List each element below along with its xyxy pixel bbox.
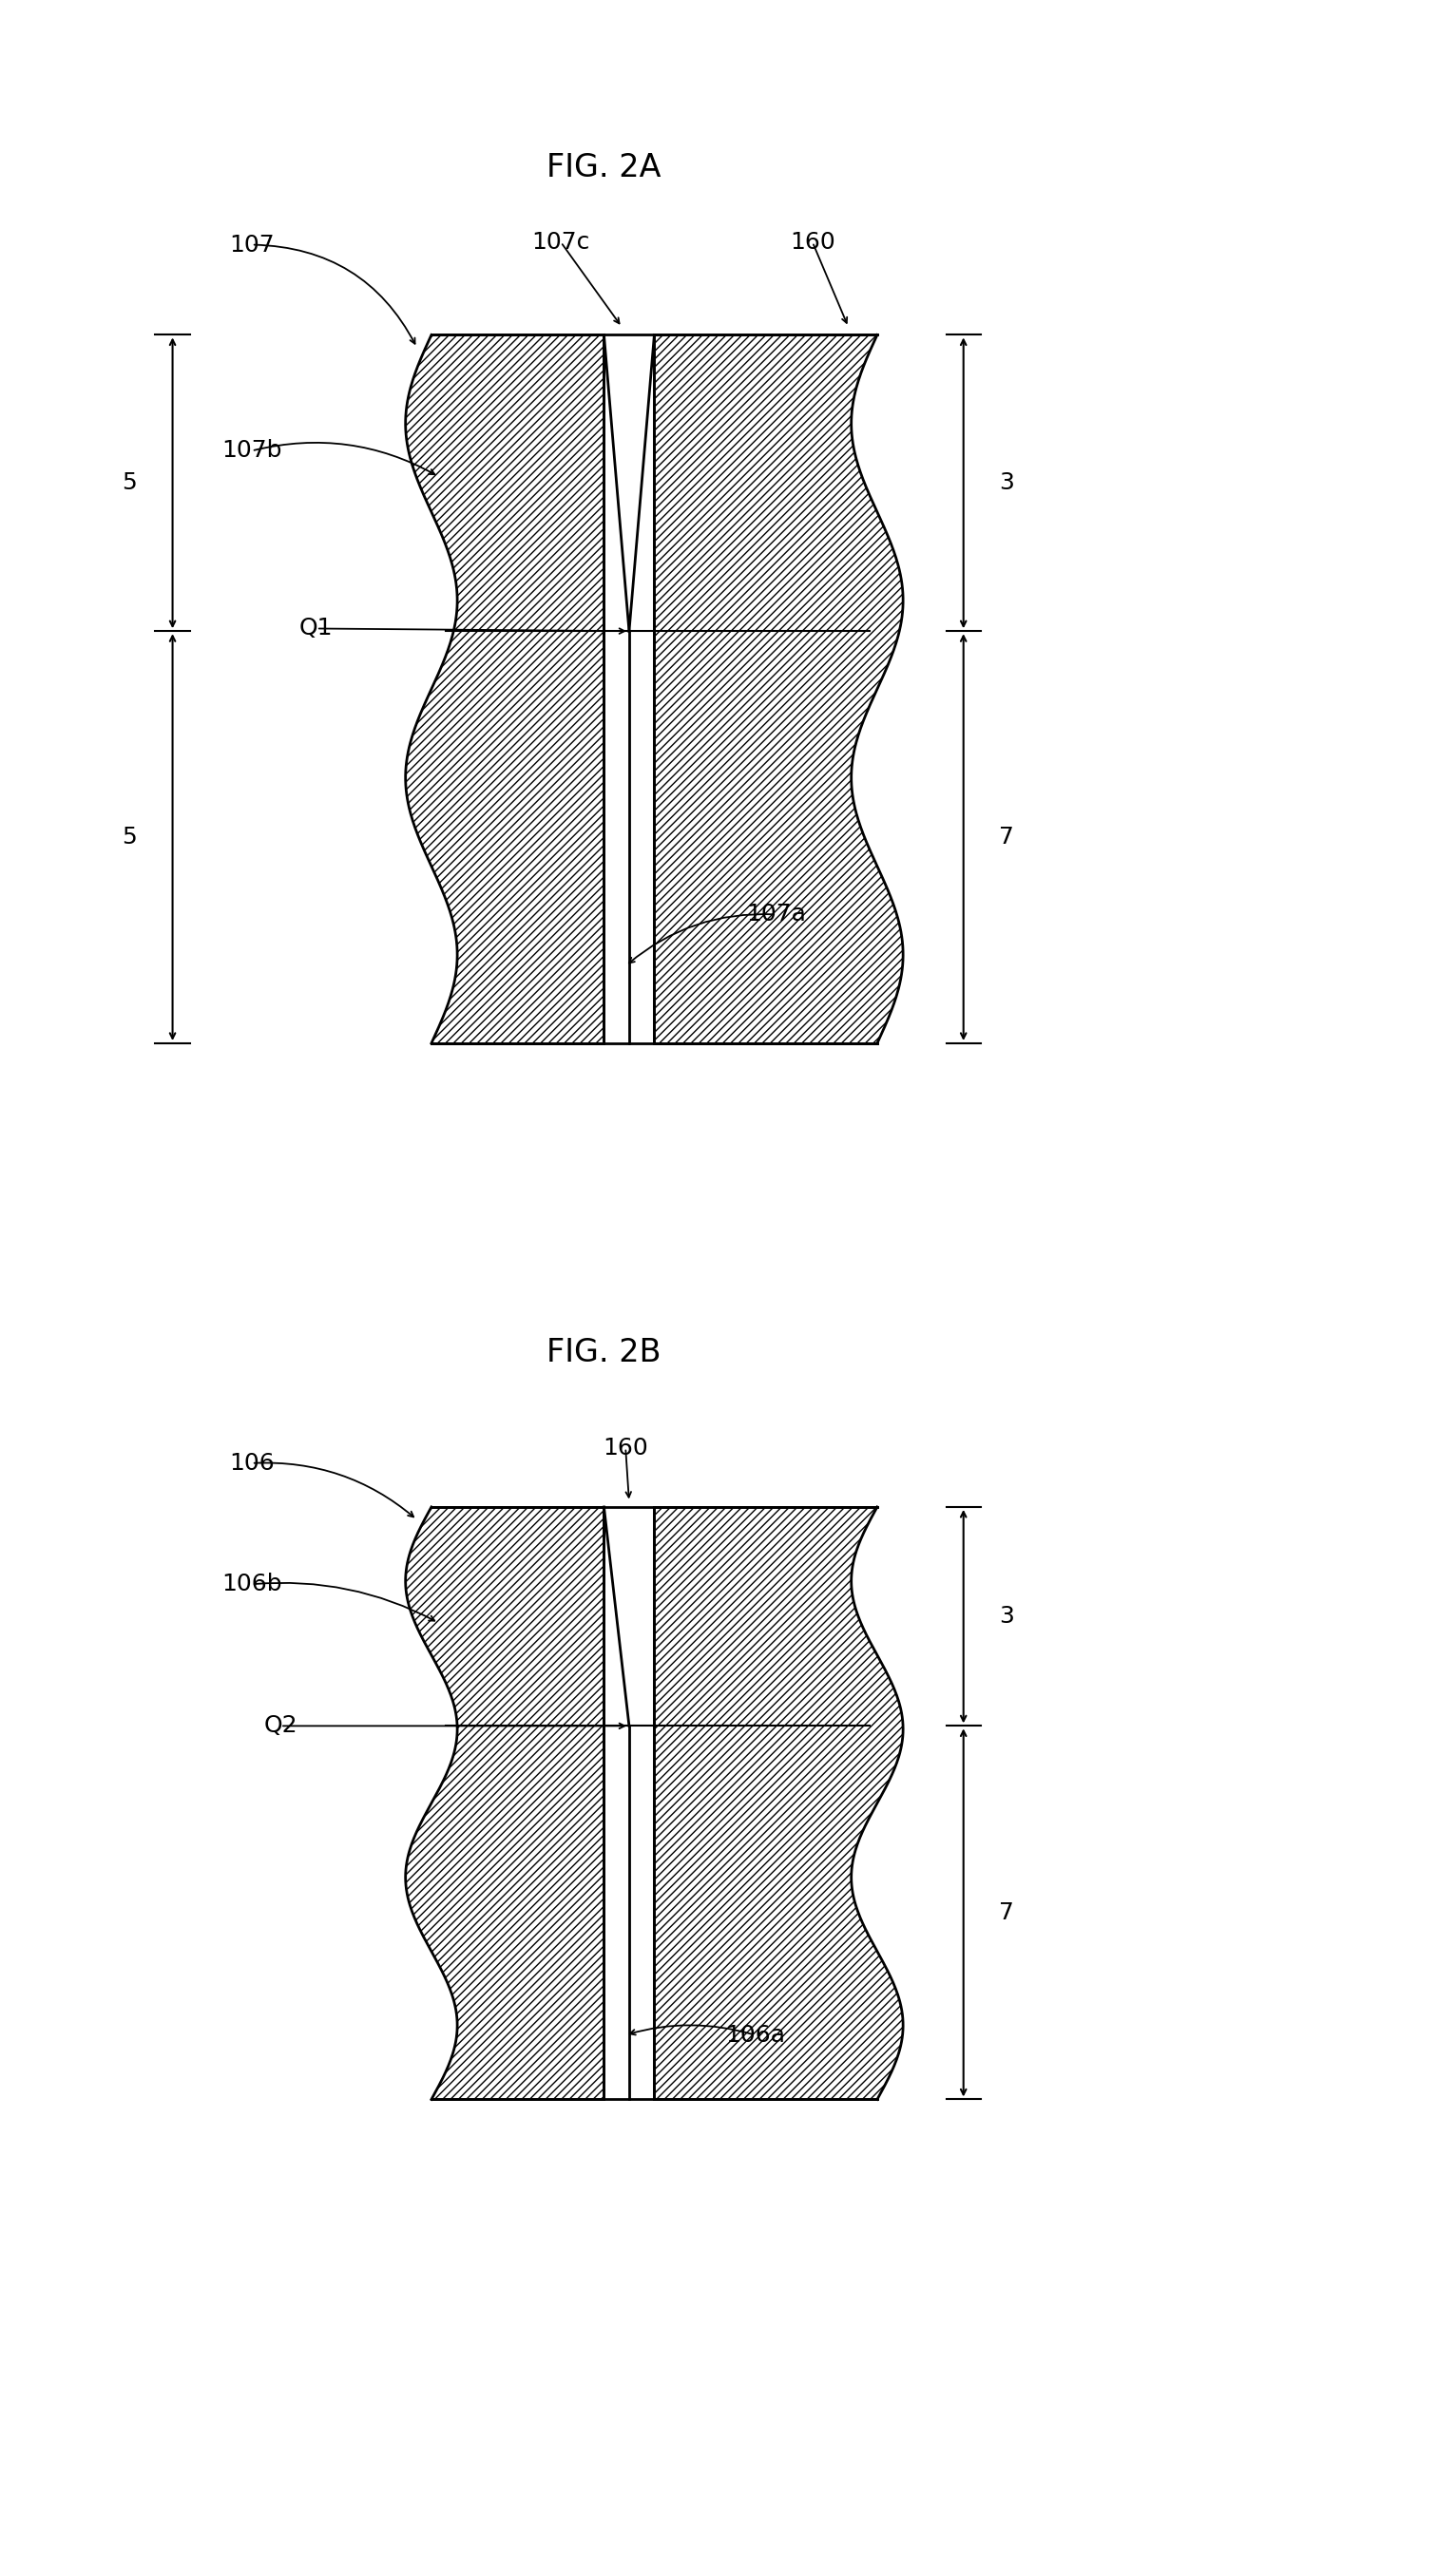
Text: 7: 7 <box>999 1901 1014 1924</box>
Polygon shape <box>406 335 604 1043</box>
Text: 106b: 106b <box>221 1574 282 1595</box>
Text: 106: 106 <box>229 1453 275 1473</box>
Bar <box>604 335 654 1043</box>
Text: 7: 7 <box>999 827 1014 848</box>
Text: 160: 160 <box>789 232 835 252</box>
Text: 3: 3 <box>999 471 1014 495</box>
Text: 5: 5 <box>122 471 137 495</box>
Text: FIG. 2B: FIG. 2B <box>546 1337 661 1368</box>
Polygon shape <box>654 335 903 1043</box>
Bar <box>604 1507 654 2099</box>
Text: 107c: 107c <box>532 232 590 252</box>
Text: 106a: 106a <box>725 2025 785 2045</box>
Text: 3: 3 <box>999 1605 1014 1628</box>
Polygon shape <box>406 1507 604 2099</box>
Text: 107a: 107a <box>746 904 807 925</box>
Text: FIG. 2A: FIG. 2A <box>546 152 661 183</box>
Text: Q2: Q2 <box>263 1716 298 1736</box>
Text: 107: 107 <box>229 234 275 255</box>
Text: 160: 160 <box>603 1437 649 1458</box>
Text: 5: 5 <box>122 827 137 848</box>
Text: 107b: 107b <box>221 440 282 461</box>
Text: Q1: Q1 <box>299 618 334 639</box>
Polygon shape <box>654 1507 903 2099</box>
